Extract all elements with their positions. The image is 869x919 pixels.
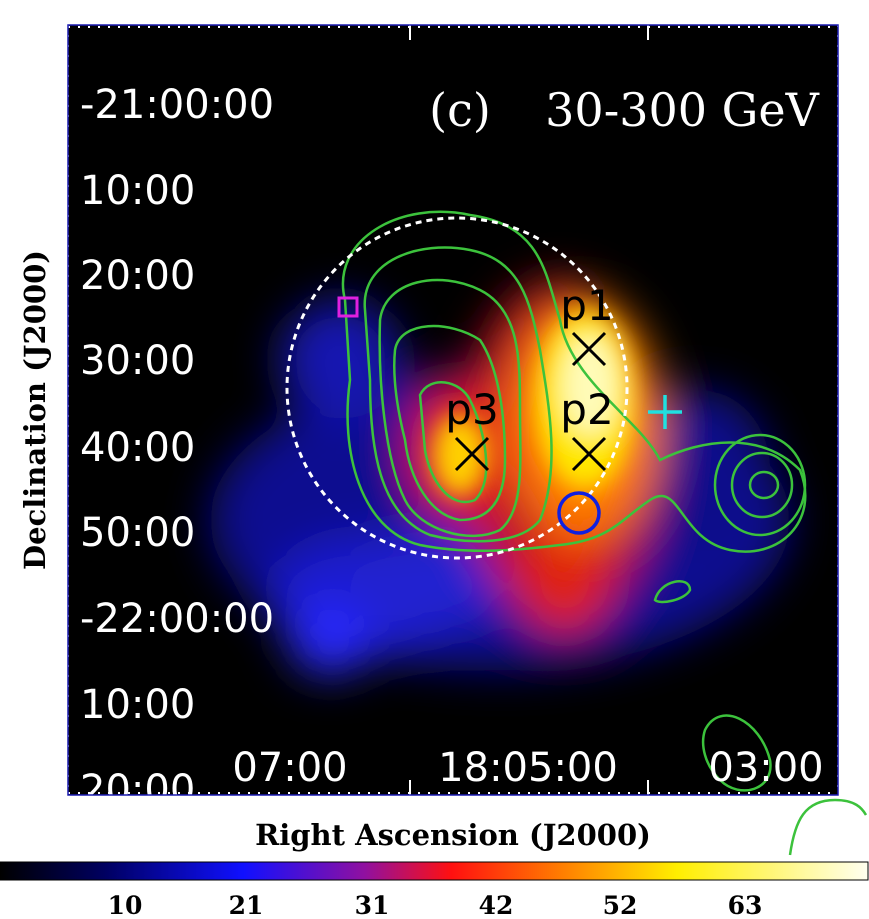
y-tick-label: -22:00:00 <box>80 596 274 642</box>
x-tick-label: 03:00 <box>708 745 823 791</box>
frame <box>67 24 839 796</box>
contours <box>341 210 807 792</box>
colorbar-ticks: 10 21 31 42 52 63 <box>108 891 763 919</box>
cyan-cross <box>648 395 682 429</box>
y-tick-label: 50:00 <box>80 510 195 556</box>
y-tick-label: 40:00 <box>80 425 195 471</box>
y-tick-label: 10:00 <box>80 168 195 214</box>
panel-label: (c) <box>429 83 491 137</box>
x-axis-label: Right Ascension (J2000) <box>255 818 651 852</box>
source-label: p1 <box>560 281 613 330</box>
colorbar-tick-label: 52 <box>603 891 638 919</box>
colorbar-tick-label: 21 <box>229 891 264 919</box>
y-tick-label: 20:00 <box>80 767 195 813</box>
sky-map: p1 p2 p3 (c) 30-300 GeV -21:00:00 10:00 … <box>68 25 838 813</box>
frame-ticks <box>68 25 838 795</box>
y-tick-label: 10:00 <box>80 682 195 728</box>
contour <box>730 451 794 519</box>
contour <box>653 580 692 604</box>
blue-circle <box>557 491 601 535</box>
x-tick-label: 18:05:00 <box>438 745 618 791</box>
y-ticks: -21:00:00 10:00 20:00 30:00 40:00 50:00 … <box>80 82 274 813</box>
colorbar-tick-label: 63 <box>728 891 763 919</box>
source-label: p2 <box>560 385 613 434</box>
source-crosses <box>454 331 607 472</box>
contour <box>393 324 507 522</box>
contour-fragment <box>788 798 868 856</box>
x-tick-label: 07:00 <box>232 745 347 791</box>
contour <box>363 246 553 543</box>
y-tick-label: -21:00:00 <box>80 82 274 128</box>
magenta-square <box>337 296 359 318</box>
y-axis-label: Declination (J2000) <box>18 250 52 570</box>
source-label: p3 <box>445 385 498 434</box>
contour <box>378 278 522 538</box>
contour <box>418 381 488 504</box>
x-ticks: 07:00 18:05:00 03:00 <box>232 745 823 791</box>
contour <box>701 714 772 792</box>
colorbar-tick-label: 42 <box>479 891 514 919</box>
colorbar <box>0 861 869 881</box>
energy-label: 30-300 GeV <box>545 83 819 137</box>
y-tick-label: 30:00 <box>80 338 195 384</box>
contour <box>713 433 807 537</box>
y-tick-label: 20:00 <box>80 253 195 299</box>
contour <box>341 210 807 553</box>
contour <box>748 470 780 500</box>
colorbar-tick-label: 31 <box>355 891 390 919</box>
colorbar-tick-label: 10 <box>108 891 143 919</box>
dashed-circle <box>285 216 629 560</box>
